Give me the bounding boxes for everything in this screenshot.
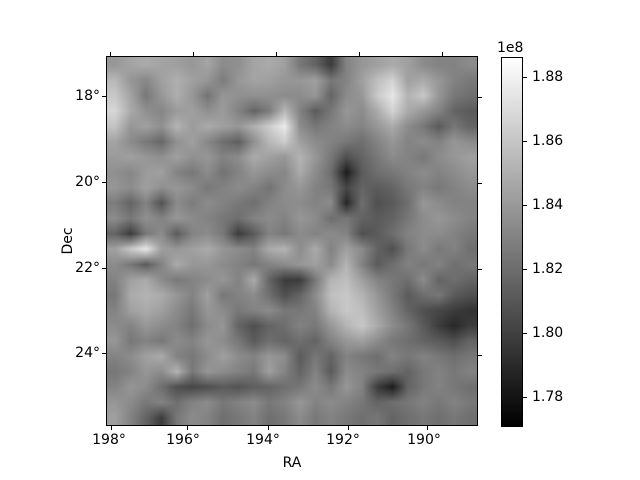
y-tick-left	[102, 353, 106, 354]
y-tick-right	[478, 269, 482, 270]
colorbar-tick-label: 1.84	[532, 197, 564, 213]
x-tick-top	[442, 52, 443, 56]
y-tick-right	[478, 183, 482, 184]
y-axis-label: Dec	[60, 227, 76, 255]
y-tick-right	[478, 355, 482, 356]
colorbar-tick	[523, 269, 527, 270]
colorbar-tick-label: 1.78	[532, 389, 564, 405]
x-tick-bottom	[427, 426, 428, 430]
colorbar-tick	[523, 77, 527, 78]
colorbar-tick-label: 1.88	[532, 69, 564, 85]
colorbar-gradient	[502, 58, 522, 426]
x-tick-label: 194°	[246, 432, 280, 448]
y-tick-label: 24°	[75, 345, 100, 361]
x-tick-label: 192°	[326, 432, 360, 448]
heatmap-plot-area	[106, 56, 478, 426]
x-tick-top	[110, 52, 111, 56]
colorbar-offset-label: 1e8	[497, 40, 524, 56]
x-tick-top	[359, 52, 360, 56]
x-tick-bottom	[111, 426, 112, 430]
colorbar-tick-label: 1.86	[532, 133, 564, 149]
x-tick-bottom	[187, 426, 188, 430]
colorbar-tick	[523, 333, 527, 334]
colorbar	[501, 57, 523, 427]
x-tick-top	[193, 52, 194, 56]
x-axis-label: RA	[282, 455, 302, 471]
x-tick-label: 198°	[92, 432, 126, 448]
y-tick-label: 20°	[75, 174, 100, 190]
y-tick-left	[102, 268, 106, 269]
heatmap-image	[107, 57, 477, 425]
x-tick-bottom	[268, 426, 269, 430]
y-tick-right	[478, 97, 482, 98]
x-tick-top	[276, 52, 277, 56]
x-tick-bottom	[348, 426, 349, 430]
x-tick-label: 196°	[166, 432, 200, 448]
y-tick-left	[102, 182, 106, 183]
colorbar-tick-label: 1.80	[532, 325, 564, 341]
y-tick-left	[102, 96, 106, 97]
colorbar-tick	[523, 141, 527, 142]
colorbar-tick-label: 1.82	[532, 261, 564, 277]
colorbar-tick	[523, 205, 527, 206]
y-tick-label: 18°	[75, 88, 100, 104]
colorbar-tick	[523, 397, 527, 398]
y-tick-label: 22°	[75, 260, 100, 276]
x-tick-label: 190°	[407, 432, 441, 448]
